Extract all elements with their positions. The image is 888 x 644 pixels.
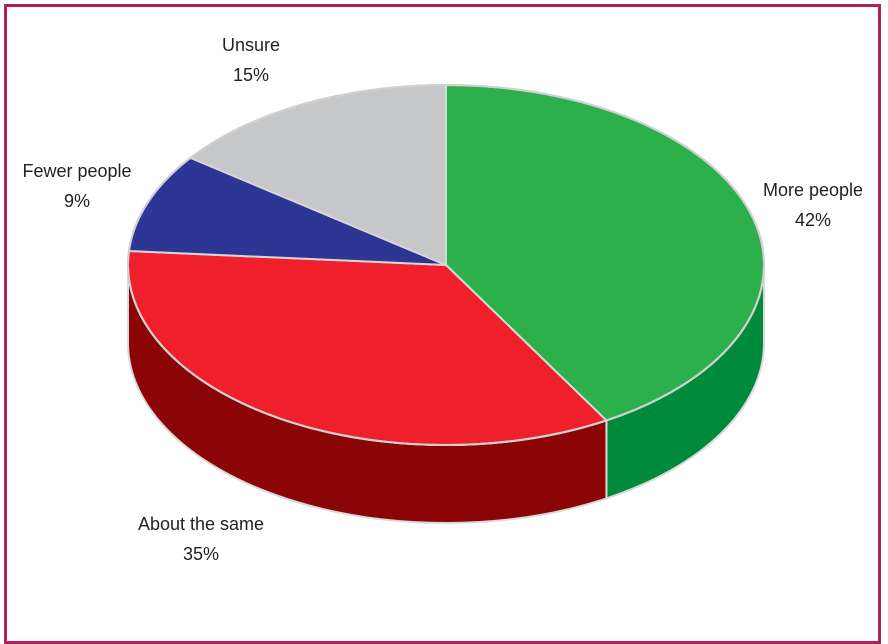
slice-label-unsure: Unsure [222, 35, 280, 55]
slice-label-fewer-people: Fewer people [22, 161, 131, 181]
pie-layer [127, 84, 765, 524]
slice-label-about-the-same: About the same [138, 514, 264, 534]
slice-percent-more-people: 42% [795, 210, 831, 230]
pie-top-slices [127, 84, 765, 446]
slice-percent-fewer-people: 9% [64, 191, 90, 211]
slice-percent-unsure: 15% [233, 65, 269, 85]
label-layer: More people 42% About the same 35% Fewer… [22, 35, 863, 564]
slice-label-more-people: More people [763, 180, 863, 200]
slice-percent-about-the-same: 35% [183, 544, 219, 564]
pie-chart: More people 42% About the same 35% Fewer… [22, 35, 863, 564]
pie-rim [127, 84, 765, 446]
